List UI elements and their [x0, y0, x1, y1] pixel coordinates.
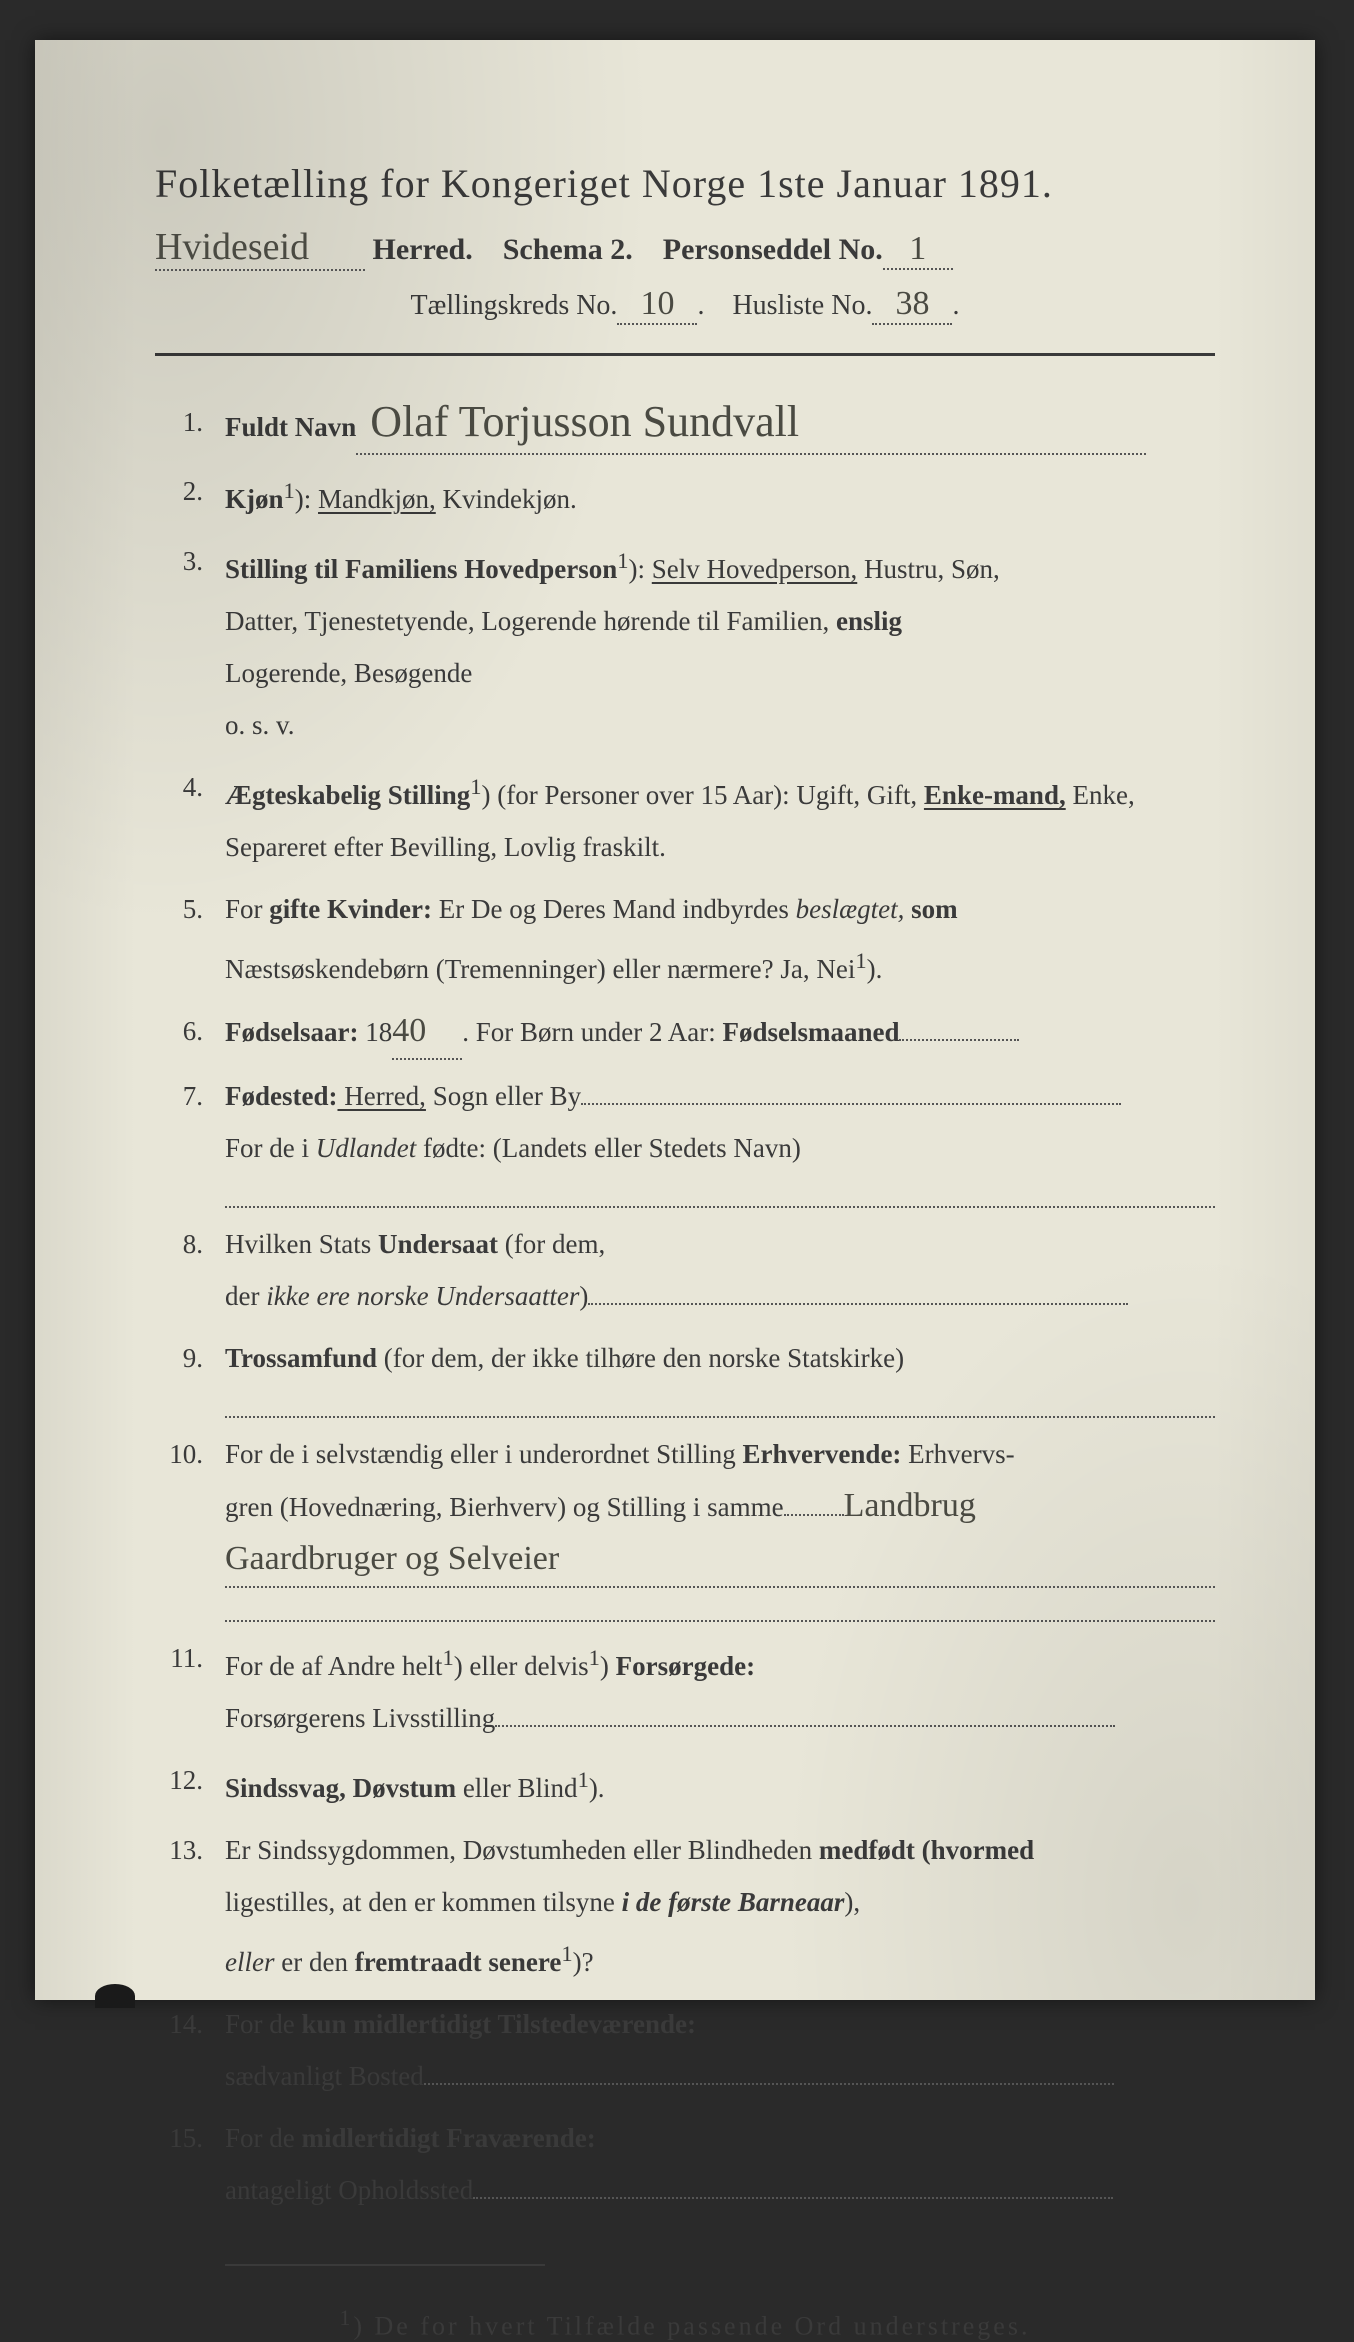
form-items: 1. Fuldt Navn Olaf Torjusson Sundvall 2. … — [155, 396, 1215, 2216]
footnote-ref: 1 — [470, 774, 481, 799]
item-number: 7. — [155, 1070, 225, 1208]
kreds-label: Tællingskreds No. — [411, 290, 618, 321]
footnote-ref: 1 — [561, 1941, 572, 1966]
census-form-page: Folketælling for Kongeriget Norge 1ste J… — [35, 40, 1315, 2000]
item-number: 2. — [155, 465, 225, 525]
blank-dotted-line — [225, 1390, 1215, 1418]
fodselsaar-label: Fødselsaar: — [225, 1017, 358, 1047]
item-number: 9. — [155, 1332, 225, 1418]
item-7: 7. Fødested: Herred, Sogn eller By For d… — [155, 1070, 1215, 1208]
item-9: 9. Trossamfund (for dem, der ikke tilhør… — [155, 1332, 1215, 1418]
husliste-no: 38 — [895, 285, 929, 322]
item-number: 8. — [155, 1218, 225, 1322]
footnote-ref: 1 — [578, 1767, 589, 1792]
kjon-label: Kjøn — [225, 484, 284, 514]
item-number: 15. — [155, 2112, 225, 2216]
item-13: 13. Er Sindssygdommen, Døvstumheden elle… — [155, 1824, 1215, 1988]
form-title: Folketælling for Kongeriget Norge 1ste J… — [155, 160, 1215, 207]
occupation-hand-2: Gaardbruger og Selveier — [225, 1540, 559, 1577]
item-body: Hvilken Stats Undersaat (for dem, der ik… — [225, 1218, 1215, 1322]
fodested-selected: Herred, — [337, 1081, 425, 1111]
item-body: Fødselsaar: 1840. For Børn under 2 Aar: … — [225, 1005, 1215, 1060]
footnote: 1) De for hvert Tilfælde passende Ord un… — [155, 2306, 1215, 2342]
item-body: For de midlertidigt Fraværende: antageli… — [225, 2112, 1215, 2216]
item-8: 8. Hvilken Stats Undersaat (for dem, der… — [155, 1218, 1215, 1322]
item-3: 3. Stilling til Familiens Hovedperson1):… — [155, 535, 1215, 751]
birth-year-handwritten: 40 — [392, 1012, 426, 1049]
item-number: 5. — [155, 883, 225, 995]
item-6: 6. Fødselsaar: 1840. For Børn under 2 Aa… — [155, 1005, 1215, 1060]
item-5: 5. For gifte Kvinder: Er De og Deres Man… — [155, 883, 1215, 995]
item-number: 6. — [155, 1005, 225, 1060]
stilling-label: Stilling til Familiens Hovedperson — [225, 554, 617, 584]
footnote-text: ) De for hvert Tilfælde passende Ord und… — [353, 2312, 1030, 2341]
item-number: 13. — [155, 1824, 225, 1988]
item-body: Fødested: Herred, Sogn eller By For de i… — [225, 1070, 1215, 1208]
item-body: Er Sindssygdommen, Døvstumheden eller Bl… — [225, 1824, 1215, 1988]
item-2: 2. Kjøn1): Mandkjøn, Kvindekjøn. — [155, 465, 1215, 525]
kjon-selected: Mandkjøn, — [318, 484, 436, 514]
sindssvag-label: Sindssvag, Døvstum — [225, 1773, 456, 1803]
kjon-rest: Kvindekjøn. — [436, 484, 577, 514]
footnote-ref: 1 — [855, 948, 866, 973]
item-number: 11. — [155, 1632, 225, 1744]
personseddel-label: Personseddel No. — [663, 233, 883, 266]
stilling-selected: Selv Hovedperson, — [652, 554, 857, 584]
blank-dotted-line — [225, 1180, 1215, 1208]
item-15: 15. For de midlertidigt Fraværende: anta… — [155, 2112, 1215, 2216]
aegteskab-selected: Enke-mand, — [924, 780, 1066, 810]
item-number: 4. — [155, 761, 225, 873]
item-body: Stilling til Familiens Hovedperson1): Se… — [225, 535, 1215, 751]
full-name-handwritten: Olaf Torjusson Sundvall — [370, 396, 799, 448]
item-number: 12. — [155, 1754, 225, 1814]
footnote-ref: 1 — [617, 548, 628, 573]
schema-label: Schema 2. — [503, 233, 633, 266]
page-tear — [95, 1984, 135, 2008]
footnote-ref: 1 — [589, 1645, 600, 1670]
trossamfund-label: Trossamfund — [225, 1343, 377, 1373]
item-number: 3. — [155, 535, 225, 751]
herred-name-handwritten: Hvideseid — [155, 225, 309, 269]
header-rule — [155, 353, 1215, 356]
item-4: 4. Ægteskabelig Stilling1) (for Personer… — [155, 761, 1215, 873]
kreds-no: 10 — [640, 285, 674, 322]
item-body: Sindssvag, Døvstum eller Blind1). — [225, 1754, 1215, 1814]
herred-label: Herred. — [373, 233, 473, 266]
item-body: For gifte Kvinder: Er De og Deres Mand i… — [225, 883, 1215, 995]
footnote-marker: 1 — [340, 2306, 354, 2330]
item-10: 10. For de i selvstændig eller i underor… — [155, 1428, 1215, 1622]
form-header: Folketælling for Kongeriget Norge 1ste J… — [155, 160, 1215, 325]
blank-dotted-line — [225, 1594, 1215, 1622]
header-line-2: Hvideseid Herred. Schema 2. Personseddel… — [155, 225, 1215, 271]
personseddel-no: 1 — [909, 230, 926, 267]
aegteskab-label: Ægteskabelig Stilling — [225, 780, 470, 810]
item-11: 11. For de af Andre helt1) eller delvis1… — [155, 1632, 1215, 1744]
item-body: For de kun midlertidigt Tilstedeværende:… — [225, 1998, 1215, 2102]
item-body: For de af Andre helt1) eller delvis1) Fo… — [225, 1632, 1215, 1744]
husliste-label: Husliste No. — [732, 290, 872, 321]
item-body: Kjøn1): Mandkjøn, Kvindekjøn. — [225, 465, 1215, 525]
item-body: Ægteskabelig Stilling1) (for Personer ov… — [225, 761, 1215, 873]
footnote-rule — [225, 2264, 545, 2266]
item-body: Trossamfund (for dem, der ikke tilhøre d… — [225, 1332, 1215, 1418]
item-number: 14. — [155, 1998, 225, 2102]
item-number: 10. — [155, 1428, 225, 1622]
item-body: Fuldt Navn Olaf Torjusson Sundvall — [225, 396, 1215, 455]
item-body: For de i selvstændig eller i underordnet… — [225, 1428, 1215, 1622]
fuldt-navn-label: Fuldt Navn — [225, 412, 356, 442]
footnote-ref: 1 — [284, 478, 295, 503]
item-12: 12. Sindssvag, Døvstum eller Blind1). — [155, 1754, 1215, 1814]
item-14: 14. For de kun midlertidigt Tilstedevære… — [155, 1998, 1215, 2102]
footnote-ref: 1 — [442, 1645, 453, 1670]
item-number: 1. — [155, 396, 225, 455]
item-1: 1. Fuldt Navn Olaf Torjusson Sundvall — [155, 396, 1215, 455]
header-line-3: Tællingskreds No.10. Husliste No.38. — [155, 285, 1215, 325]
occupation-hand-1: Landbrug — [844, 1487, 976, 1524]
fodested-label: Fødested: — [225, 1081, 337, 1111]
